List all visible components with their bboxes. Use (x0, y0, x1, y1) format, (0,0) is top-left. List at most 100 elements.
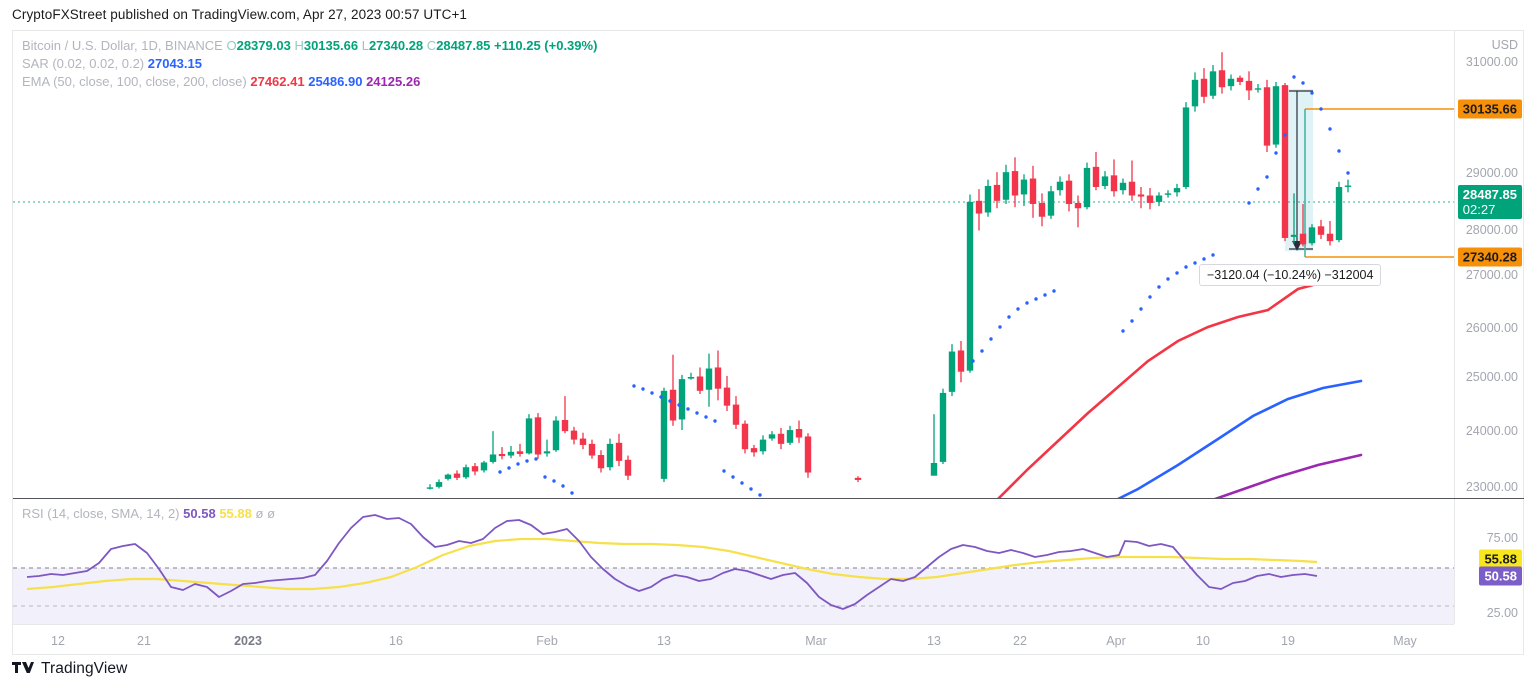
candle-body[interactable] (714, 367, 722, 389)
candle-body[interactable] (1281, 85, 1289, 238)
candle-body[interactable] (1065, 180, 1073, 205)
price-level-tag[interactable]: 27340.28 (1457, 247, 1522, 267)
price-plot[interactable] (13, 31, 1454, 498)
candle-body[interactable] (741, 423, 749, 450)
candle-body[interactable] (669, 389, 677, 421)
rsi-value-tag[interactable]: 55.88 (1479, 549, 1522, 569)
candle-body[interactable] (1002, 172, 1010, 200)
candle-body[interactable] (1137, 194, 1145, 197)
candle-body[interactable] (786, 430, 794, 443)
candle-body[interactable] (507, 451, 515, 456)
candle-body[interactable] (1182, 107, 1190, 188)
candle-body[interactable] (1254, 88, 1262, 90)
current-price-tag[interactable]: 28487.85 02:27 (1457, 185, 1522, 219)
candle-body[interactable] (993, 184, 1001, 201)
candle-body[interactable] (1308, 227, 1316, 244)
candle-body[interactable] (1146, 195, 1154, 203)
candle-body[interactable] (984, 185, 992, 213)
candle-body[interactable] (1011, 171, 1019, 196)
candle-body[interactable] (426, 487, 434, 489)
candle-body[interactable] (1119, 182, 1127, 191)
candle-body[interactable] (1083, 167, 1091, 208)
rsi-plot[interactable] (13, 499, 1454, 624)
candle-body[interactable] (777, 433, 785, 444)
candle-body[interactable] (939, 392, 947, 462)
candle-body[interactable] (597, 455, 605, 469)
candle-body[interactable] (552, 420, 560, 451)
candle-body[interactable] (489, 454, 497, 462)
candle-body[interactable] (1209, 71, 1217, 96)
candle-body[interactable] (570, 430, 578, 440)
candle-body[interactable] (1245, 80, 1253, 91)
candle-body[interactable] (444, 474, 452, 479)
candle-body[interactable] (1074, 202, 1082, 209)
candle-body[interactable] (1047, 191, 1055, 216)
candle-body[interactable] (854, 477, 862, 480)
candle-body[interactable] (1029, 178, 1037, 205)
candle-body[interactable] (462, 467, 470, 478)
rsi-value-tag[interactable]: 50.58 (1479, 566, 1522, 586)
candle-body[interactable] (1227, 78, 1235, 87)
candle-body[interactable] (561, 419, 569, 432)
candle-body[interactable] (759, 439, 767, 452)
candle-body[interactable] (1299, 233, 1307, 245)
candle-body[interactable] (1020, 179, 1028, 195)
candle-body[interactable] (1191, 79, 1199, 107)
candle-body[interactable] (1173, 188, 1181, 193)
candle-body[interactable] (975, 200, 983, 214)
candle-body[interactable] (930, 462, 938, 476)
candle-body[interactable] (1155, 195, 1163, 202)
candle-body[interactable] (498, 453, 506, 457)
candle-body[interactable] (480, 462, 488, 471)
candle-body[interactable] (957, 350, 965, 372)
price-axis[interactable]: USD 31000.0030000.0029000.0028000.002700… (1454, 31, 1524, 624)
candle-body[interactable] (723, 387, 731, 406)
candle-body[interactable] (678, 379, 686, 420)
candle-body[interactable] (606, 443, 614, 468)
candle-body[interactable] (696, 376, 704, 391)
candle-body[interactable] (534, 417, 542, 455)
candle-body[interactable] (804, 436, 812, 473)
candle-body[interactable] (705, 368, 713, 390)
candle-body[interactable] (1110, 175, 1118, 192)
candle-body[interactable] (750, 448, 758, 453)
candle-body[interactable] (1263, 87, 1271, 146)
candle-body[interactable] (1218, 70, 1226, 88)
chart-frame[interactable]: Bitcoin / U.S. Dollar, 1D, BINANCE O2837… (12, 30, 1524, 655)
candle-body[interactable] (516, 451, 524, 454)
candle-body[interactable] (1038, 202, 1046, 217)
candle-body[interactable] (1128, 181, 1136, 196)
candle-body[interactable] (1317, 226, 1325, 235)
candle-body[interactable] (453, 473, 461, 478)
candle-body[interactable] (543, 451, 551, 454)
rsi-pane[interactable]: RSI (14, close, SMA, 14, 2) 50.58 55.88 … (13, 499, 1454, 624)
candle-body[interactable] (624, 459, 632, 476)
candle-body[interactable] (1344, 185, 1352, 187)
candle-body[interactable] (768, 434, 776, 439)
candle-body[interactable] (1056, 181, 1064, 191)
candle-body[interactable] (471, 466, 479, 472)
candle-body[interactable] (1326, 233, 1334, 242)
candle-body[interactable] (1290, 234, 1298, 237)
candle-body[interactable] (1200, 78, 1208, 97)
candle-body[interactable] (525, 418, 533, 454)
candle-body[interactable] (615, 442, 623, 461)
candle-body[interactable] (687, 377, 695, 379)
candle-body[interactable] (1092, 166, 1100, 188)
candle-body[interactable] (1272, 86, 1280, 145)
candle-body[interactable] (732, 404, 740, 425)
candlestick-series[interactable] (426, 52, 1352, 490)
candle-body[interactable] (1236, 77, 1244, 82)
candle-body[interactable] (588, 443, 596, 456)
candle-body[interactable] (948, 351, 956, 392)
time-axis[interactable]: 12 21 2023 16 Feb 13 Mar 13 22 Apr 10 19 May (13, 624, 1454, 655)
candle-body[interactable] (435, 482, 443, 487)
candle-body[interactable] (966, 201, 974, 371)
candle-body[interactable] (1335, 187, 1343, 241)
price-level-tag[interactable]: 30135.66 (1457, 99, 1522, 119)
candle-body[interactable] (1101, 176, 1109, 186)
candle-body[interactable] (795, 429, 803, 438)
candle-body[interactable] (660, 390, 668, 479)
candle-body[interactable] (1164, 193, 1172, 195)
candle-body[interactable] (579, 438, 587, 445)
